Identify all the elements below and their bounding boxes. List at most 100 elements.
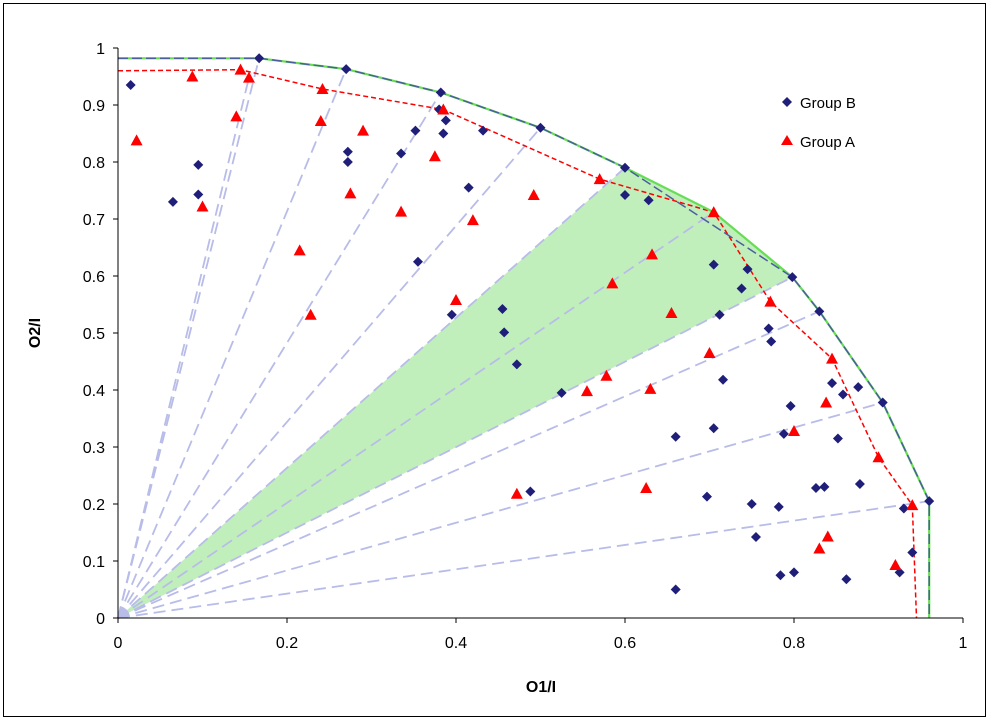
y-tick-label: 0 (96, 611, 105, 628)
point-group-a (580, 385, 593, 397)
point-group-a (466, 214, 479, 226)
point-group-a (395, 205, 408, 217)
point-group-b (193, 189, 204, 200)
point-group-b (440, 115, 451, 126)
point-group-b (193, 159, 204, 170)
point-group-b (750, 532, 761, 543)
legend-diamond-icon (782, 97, 792, 107)
point-group-b (746, 499, 757, 509)
point-group-b (342, 157, 353, 167)
point-group-b (785, 400, 796, 411)
y-tick-label: 1 (96, 41, 105, 58)
point-group-a (640, 482, 653, 494)
point-group-b (478, 125, 489, 136)
y-tick-label: 0.4 (83, 383, 105, 400)
point-group-b (254, 53, 265, 64)
y-tick-label: 0.1 (83, 554, 105, 571)
x-tick-label: 0 (114, 635, 123, 652)
y-tick-label: 0.9 (83, 98, 105, 115)
point-group-a (304, 308, 317, 320)
point-group-b (535, 122, 546, 133)
x-tick-label: 0.2 (276, 635, 298, 652)
point-group-b (763, 323, 774, 334)
point-group-a (703, 346, 716, 358)
point-group-a (826, 352, 839, 364)
point-group-b (854, 479, 865, 490)
point-group-b (789, 567, 799, 578)
ray-line (117, 167, 626, 619)
point-group-b (701, 491, 712, 502)
ray-layer (117, 58, 930, 619)
y-tick-label: 0.8 (83, 155, 105, 172)
point-group-b (435, 87, 446, 98)
point-group-b (714, 309, 725, 320)
point-group-b (643, 195, 654, 206)
point-group-b (773, 501, 784, 512)
ray-line (117, 500, 930, 619)
point-group-b (853, 382, 864, 393)
point-group-a (593, 173, 606, 185)
point-group-b (924, 496, 935, 507)
point-group-a (821, 530, 834, 542)
point-group-b (814, 306, 825, 317)
ray-line (117, 401, 883, 619)
point-group-a (428, 150, 441, 162)
x-tick-label: 0.6 (614, 635, 636, 652)
point-group-a (764, 295, 777, 307)
point-group-b (736, 283, 747, 294)
point-group-b (342, 146, 353, 157)
legend-label-group-a: Group A (800, 134, 855, 151)
y-axis-title: O2/I (27, 318, 44, 348)
y-tick-label: 0.3 (83, 440, 105, 457)
point-group-b (718, 374, 729, 385)
point-group-b (766, 336, 777, 347)
point-group-a (314, 114, 327, 126)
point-group-b (670, 584, 681, 595)
point-group-a (230, 110, 243, 122)
point-group-b (907, 547, 918, 558)
point-group-b (708, 259, 719, 270)
x-tick-label: 1 (959, 635, 968, 652)
point-group-b (396, 148, 407, 159)
point-group-b (620, 190, 630, 201)
point-group-a (820, 396, 833, 408)
point-group-b (778, 428, 789, 439)
legend: Group B Group A (765, 82, 890, 154)
point-group-a (707, 206, 720, 218)
point-group-b (525, 486, 536, 497)
point-group-b (841, 574, 852, 585)
point-group-b (341, 64, 352, 75)
point-group-b (810, 483, 821, 494)
y-tick-label: 0.5 (83, 326, 105, 343)
point-group-a (450, 293, 462, 305)
point-group-a (644, 382, 657, 394)
ray-line (117, 91, 442, 619)
point-group-a (316, 83, 329, 95)
point-group-b (497, 304, 508, 315)
ray-line (117, 310, 820, 619)
point-group-b (410, 125, 421, 136)
point-group-b (438, 128, 449, 139)
point-group-a (196, 200, 209, 212)
shaded-region-layer (118, 167, 793, 618)
x-tick-label: 0.8 (783, 635, 805, 652)
point-group-a (813, 542, 826, 554)
point-group-b (511, 359, 522, 370)
point-group-a (788, 425, 800, 437)
point-group-a (872, 451, 885, 463)
ray-line (117, 68, 347, 619)
point-group-a (510, 487, 523, 499)
point-group-b (775, 570, 786, 581)
legend-triangle-icon (781, 135, 793, 145)
point-group-a (889, 558, 902, 570)
ray-line (117, 77, 250, 619)
point-group-b (412, 256, 423, 267)
legend-label-group-b: Group B (800, 95, 856, 112)
point-group-a (906, 499, 919, 511)
point-group-b (742, 264, 753, 275)
point-group-a (242, 71, 255, 83)
point-group-a (665, 307, 678, 319)
point-group-b (556, 387, 567, 398)
point-group-a (234, 63, 247, 75)
point-group-a (344, 187, 357, 199)
